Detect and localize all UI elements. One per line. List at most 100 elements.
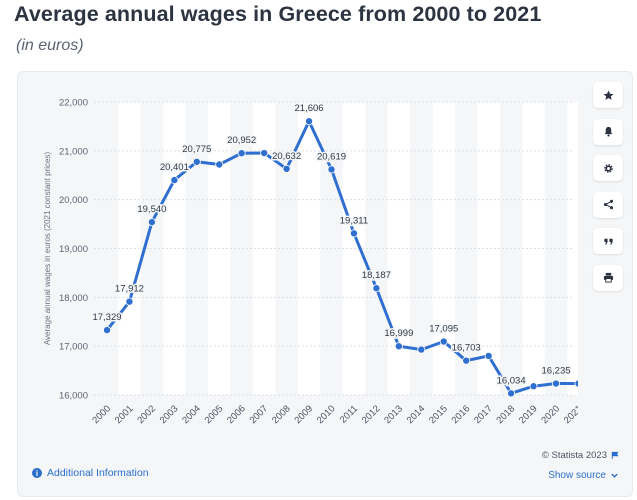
data-label: 20,619: [317, 151, 346, 162]
line-chart: 16,000 17,000 18,000 19,000 20,000 21,000 22,0…: [43, 98, 578, 426]
x-tick-label: 2021: [562, 403, 578, 426]
column-band: [522, 102, 545, 395]
y-tick-label: 21,000: [59, 146, 88, 157]
x-tick-label: 2005: [203, 403, 226, 426]
share-button[interactable]: [593, 191, 623, 218]
data-label: 16,235: [541, 366, 570, 377]
data-point: [282, 164, 291, 173]
show-source-link[interactable]: Show source: [548, 470, 619, 481]
cite-button[interactable]: [593, 228, 623, 255]
data-label: 20,401: [160, 162, 189, 173]
data-point: [125, 297, 134, 306]
data-point: [552, 379, 561, 388]
column-band: [297, 102, 321, 395]
data-label: 19,311: [340, 215, 368, 226]
data-point: [462, 356, 471, 365]
data-point: [215, 160, 224, 169]
x-tick-label: 2019: [517, 403, 540, 426]
column-band: [567, 102, 578, 395]
favorite-button[interactable]: [593, 82, 623, 108]
data-point: [305, 117, 314, 126]
x-tick-label: 2017: [472, 403, 495, 426]
data-point: [439, 337, 448, 346]
y-tick-label: 19,000: [59, 244, 88, 255]
data-label: 17,329: [92, 312, 121, 323]
data-label: 20,775: [182, 144, 211, 155]
flag-icon: [611, 451, 619, 460]
y-axis-label: Average annual wages in euros (2021 cons…: [43, 152, 52, 346]
x-tick-label: 2020: [539, 403, 562, 426]
share-icon: [603, 200, 613, 210]
data-label: 20,632: [272, 151, 301, 162]
x-tick-label: 2012: [360, 403, 383, 426]
copyright-notice: © Statista 2023: [542, 450, 619, 461]
x-tick-label: 2009: [292, 403, 315, 426]
x-tick-label: 2003: [158, 403, 181, 426]
star-icon: [603, 90, 613, 100]
data-label: 18,187: [362, 270, 391, 281]
x-tick-label: 2018: [494, 403, 517, 426]
quote-icon: [603, 238, 613, 245]
show-source-label: Show source: [548, 470, 606, 481]
x-tick-label: 2004: [180, 403, 203, 426]
data-point: [327, 165, 336, 174]
data-point: [237, 149, 246, 158]
x-tick-label: 2015: [427, 403, 450, 426]
data-label: 19,540: [137, 204, 166, 215]
page-title: Average annual wages in Greece from 2000…: [14, 2, 542, 26]
column-band: [252, 102, 276, 395]
chart-card: 16,000 17,000 18,000 19,000 20,000 21,000 22,0…: [17, 71, 633, 497]
print-icon: [603, 273, 613, 284]
additional-information-label: Additional Information: [47, 467, 149, 479]
data-point: [192, 157, 201, 166]
y-tick-label: 22,000: [59, 98, 88, 109]
gear-icon: [603, 163, 613, 173]
data-point: [170, 176, 179, 185]
data-point: [574, 379, 578, 388]
y-tick-label: 17,000: [59, 342, 88, 353]
data-point: [507, 389, 516, 398]
data-point: [484, 351, 493, 360]
data-label: 20,952: [227, 135, 256, 146]
data-label: 16,999: [384, 328, 413, 339]
chart-toolbar: [593, 82, 623, 302]
x-tick-label: 2002: [135, 403, 158, 426]
data-point: [394, 342, 403, 351]
x-tick-label: 2000: [90, 403, 113, 426]
data-point: [417, 345, 426, 354]
data-point: [529, 382, 538, 391]
column-band: [342, 102, 366, 395]
data-point: [103, 326, 112, 335]
print-button[interactable]: [593, 264, 623, 291]
y-tick-label: 16,000: [59, 391, 88, 402]
x-tick-label: 2008: [270, 403, 293, 426]
data-point: [372, 284, 381, 293]
x-tick-label: 2007: [248, 403, 271, 426]
data-label: 17,912: [115, 284, 144, 295]
settings-button[interactable]: [593, 155, 623, 182]
notification-button[interactable]: [593, 118, 623, 145]
data-label: 21,606: [295, 103, 324, 114]
x-tick-label: 2014: [405, 403, 428, 426]
x-tick-label: 2010: [315, 403, 338, 426]
x-tick-label: 2006: [225, 403, 248, 426]
y-tick-label: 18,000: [59, 293, 88, 304]
chevron-down-icon: [611, 473, 618, 478]
column-band: [477, 102, 500, 395]
x-tick-label: 2011: [338, 403, 360, 425]
data-point: [147, 218, 156, 227]
data-point: [260, 149, 269, 158]
data-label: 16,034: [497, 375, 526, 386]
page-subtitle: (in euros): [16, 37, 84, 54]
data-point: [349, 229, 358, 238]
additional-information-link[interactable]: i Additional Information: [32, 467, 149, 479]
copyright-label: © Statista 2023: [541, 450, 607, 461]
bell-icon: [604, 127, 612, 137]
x-tick-label: 2016: [450, 403, 473, 426]
info-icon: i: [32, 468, 42, 478]
x-tick-label: 2001: [113, 403, 136, 426]
y-tick-label: 20,000: [59, 195, 88, 206]
data-label: 16,703: [452, 343, 481, 354]
data-label: 17,095: [429, 324, 458, 335]
x-tick-label: 2013: [382, 403, 405, 426]
